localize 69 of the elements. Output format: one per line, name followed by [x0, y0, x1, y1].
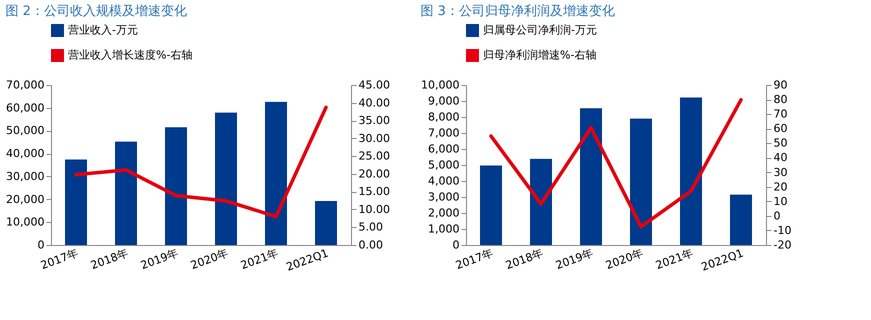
bar: [680, 97, 702, 245]
y2-tick-label: 40.00: [358, 96, 390, 110]
y2-tick-label: 30: [774, 166, 788, 179]
y2-tick-label: 25.00: [358, 150, 390, 163]
y2-tick-label: 80: [774, 93, 788, 106]
x-tick-label: 2020年: [189, 246, 230, 272]
y2-tick-label: 0: [774, 209, 780, 222]
x-tick-label: 2020年: [604, 246, 646, 272]
y2-tick-label: -10: [774, 224, 792, 237]
y-tick-label: 50,000: [6, 124, 44, 138]
chart-title: 图 2：公司收入规模及增速变化: [6, 4, 187, 19]
y-tick-label: 0: [452, 238, 460, 252]
y2-tick-label: 15.00: [358, 185, 390, 198]
bar: [480, 165, 502, 245]
y-tick-label: 0: [38, 238, 44, 252]
y2-tick-label: 35.00: [358, 114, 390, 128]
y2-tick-label: 20.00: [358, 167, 390, 180]
y2-tick-label: 50: [774, 136, 788, 150]
y-tick-label: 8,000: [428, 110, 460, 124]
y-tick-label: 9,000: [428, 94, 460, 108]
bar: [315, 201, 337, 245]
legend-label: 营业收入增长速度%-右轴: [68, 48, 192, 62]
bar: [115, 142, 137, 245]
bar: [730, 194, 752, 245]
x-tick-label: 2019年: [139, 246, 180, 272]
y-tick-label: 70,000: [6, 78, 44, 92]
y2-tick-label: 45.00: [358, 78, 390, 92]
bar: [630, 118, 652, 245]
x-tick-label: 2021年: [654, 246, 696, 272]
bar: [265, 102, 287, 245]
y2-tick-label: 10.00: [358, 202, 390, 216]
x-tick-label: 2018年: [504, 246, 546, 272]
y2-tick-label: -20: [774, 238, 792, 252]
y-tick-label: 3,000: [428, 190, 460, 204]
y2-tick-label: 20: [774, 180, 788, 194]
y2-tick-label: 30.00: [358, 132, 390, 145]
y-tick-label: 30,000: [6, 170, 44, 183]
x-tick-label: 2021年: [239, 246, 280, 272]
x-tick-label: 2018年: [89, 246, 130, 272]
y-tick-label: 20,000: [6, 192, 44, 206]
y2-tick-label: 90: [774, 78, 788, 92]
line-series: [74, 106, 328, 218]
y-tick-label: 4,000: [428, 174, 460, 188]
chart-title: 图 3：公司归母净利润及增速变化: [420, 4, 615, 19]
bar: [530, 158, 552, 245]
y-tick-label: 10,000: [421, 78, 460, 92]
y-tick-label: 1,000: [428, 222, 460, 236]
legend-label: 营业收入-万元: [68, 24, 138, 36]
y-tick-label: 6,000: [428, 142, 460, 156]
y2-tick-label: 40: [774, 151, 788, 164]
y2-tick-label: 5.00: [358, 220, 383, 234]
x-tick-label: 2019年: [554, 246, 596, 272]
y-tick-label: 10,000: [6, 216, 44, 229]
line-series: [489, 98, 743, 228]
legend-label: 归属母公司净利润-万元: [483, 24, 597, 36]
y-tick-label: 2,000: [428, 206, 460, 220]
bar: [580, 108, 602, 245]
bar: [65, 160, 87, 245]
y2-tick-label: 60: [774, 122, 788, 136]
y-tick-label: 40,000: [6, 147, 44, 160]
y2-tick-label: 70: [774, 108, 788, 121]
legend-label: 归母净利润增速%-右轴: [483, 48, 596, 62]
bar: [165, 127, 187, 245]
y-tick-label: 7,000: [428, 126, 460, 140]
y-tick-label: 5,000: [428, 158, 460, 172]
y2-tick-label: 10: [774, 194, 788, 208]
y2-tick-label: 0.00: [358, 238, 383, 252]
y-tick-label: 60,000: [6, 101, 44, 114]
bar: [215, 112, 237, 245]
